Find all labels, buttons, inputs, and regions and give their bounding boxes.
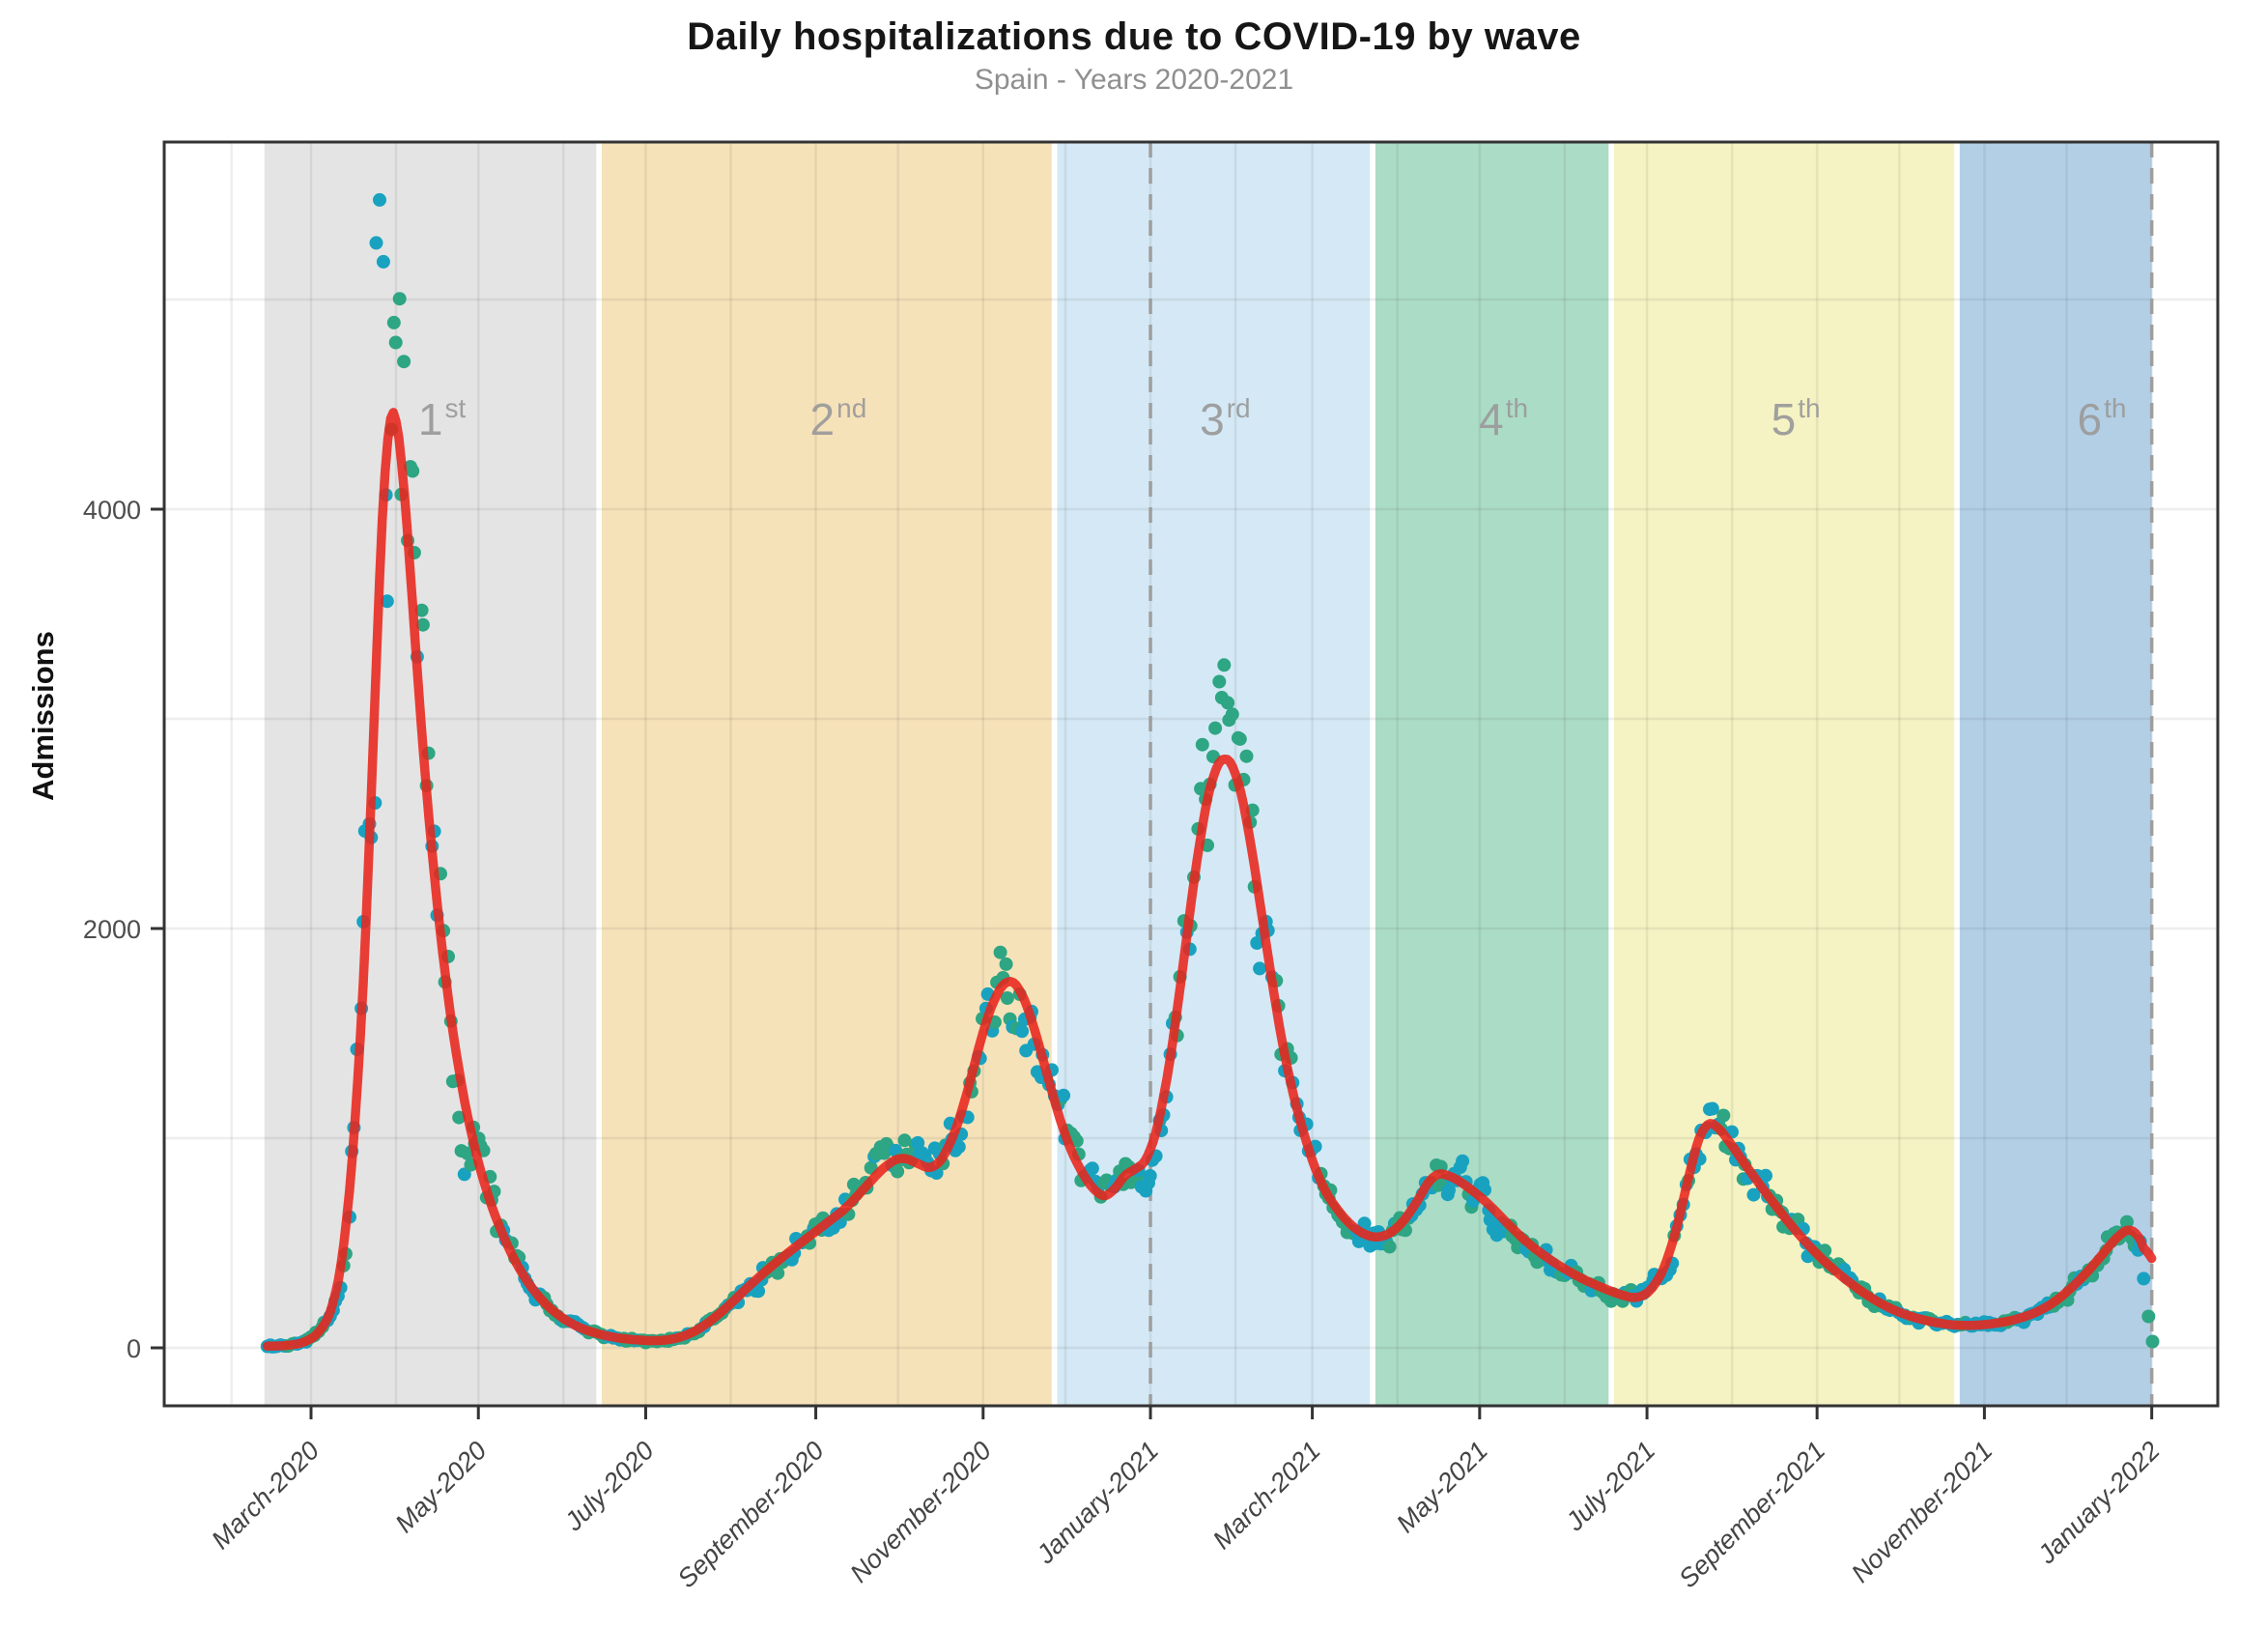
scatter-point xyxy=(452,1110,467,1125)
wave-label-6: 6th xyxy=(2078,393,2127,444)
x-tick-label: March-2021 xyxy=(1207,1436,1326,1555)
x-tick-label: March-2020 xyxy=(206,1436,325,1555)
wave-label-4: 4th xyxy=(1479,393,1528,444)
scatter-point xyxy=(897,1133,912,1148)
x-tick-label: January-2022 xyxy=(2031,1436,2166,1570)
x-tick-label: November-2021 xyxy=(1846,1436,1999,1588)
x-tick-label: September-2021 xyxy=(1673,1436,1830,1593)
y-tick-label: 4000 xyxy=(83,496,141,525)
scatter-point xyxy=(1208,721,1223,735)
wave-band-5 xyxy=(1614,142,1955,1406)
trend-line xyxy=(262,408,2157,1351)
scatter-point xyxy=(2145,1334,2160,1349)
x-tick-label: November-2020 xyxy=(844,1436,997,1588)
scatter-point xyxy=(457,1167,471,1182)
scatter-point xyxy=(2141,1309,2156,1324)
wave-band-4 xyxy=(1375,142,1609,1406)
scatter-point xyxy=(1225,707,1239,722)
scatter-point xyxy=(397,355,411,369)
wave-label-5: 5th xyxy=(1772,393,1821,444)
scatter-point xyxy=(1057,1088,1071,1102)
x-tick-label: May-2021 xyxy=(1391,1436,1493,1538)
scatter-point xyxy=(392,292,407,306)
scatter-point xyxy=(1195,737,1209,752)
scatter-point xyxy=(1085,1161,1099,1176)
scatter-point xyxy=(415,617,430,632)
wave-label-3: 3rd xyxy=(1200,393,1251,444)
chart-title: Daily hospitalizations due to COVID-19 b… xyxy=(687,15,1581,58)
scatter-point xyxy=(1221,696,1235,710)
scatter-point xyxy=(1217,658,1232,672)
scatter-point xyxy=(380,594,394,609)
x-tick-label: July-2021 xyxy=(1560,1436,1661,1537)
chart-subtitle: Spain - Years 2020-2021 xyxy=(974,64,1294,96)
scatter-point xyxy=(1239,749,1254,763)
scatter-point xyxy=(1382,1240,1397,1254)
y-tick-label: 2000 xyxy=(83,915,141,944)
scatter-point xyxy=(369,236,383,250)
scatter-point xyxy=(1456,1154,1470,1168)
scatter-point xyxy=(993,945,1007,959)
scatter-point xyxy=(1746,1187,1761,1202)
scatter-point xyxy=(388,335,403,350)
scatter-point xyxy=(1015,1024,1030,1039)
scatter-point xyxy=(1716,1108,1731,1123)
wave-label-1: 1st xyxy=(418,393,467,444)
wave-label-2: 2nd xyxy=(810,393,867,444)
scatter-point xyxy=(891,1164,905,1179)
scatter-point xyxy=(1233,731,1247,746)
scatter-point xyxy=(2119,1215,2134,1229)
scatter-point xyxy=(951,1140,966,1154)
wave-band-2 xyxy=(602,142,1052,1406)
scatter-point xyxy=(1143,1169,1157,1183)
scatter-point xyxy=(1253,961,1267,976)
scatter-point xyxy=(1442,1183,1456,1197)
wave-band-1 xyxy=(264,142,597,1406)
scatter-point xyxy=(1000,991,1014,1005)
scatter-point xyxy=(2137,1272,2151,1286)
x-tick-label: September-2020 xyxy=(672,1436,830,1593)
x-tick-label: January-2021 xyxy=(1031,1436,1165,1570)
x-tick-label: May-2020 xyxy=(389,1436,492,1538)
scatter-point xyxy=(406,464,420,478)
x-tick-label: July-2020 xyxy=(558,1436,660,1537)
scatter-point xyxy=(386,315,401,329)
panel-border xyxy=(162,140,2220,1408)
scatter-point xyxy=(414,603,429,617)
scatter-point xyxy=(1759,1168,1772,1183)
scatter-point xyxy=(999,957,1013,971)
scatter-point xyxy=(373,192,386,207)
scatter-point xyxy=(1705,1101,1719,1116)
scatter-point xyxy=(1212,674,1227,689)
scatter-point xyxy=(751,1284,766,1299)
y-tick-label: 0 xyxy=(127,1334,141,1363)
wave-band-6 xyxy=(1959,142,2152,1406)
scatter-point xyxy=(376,254,390,269)
scatter-point xyxy=(1357,1216,1372,1231)
